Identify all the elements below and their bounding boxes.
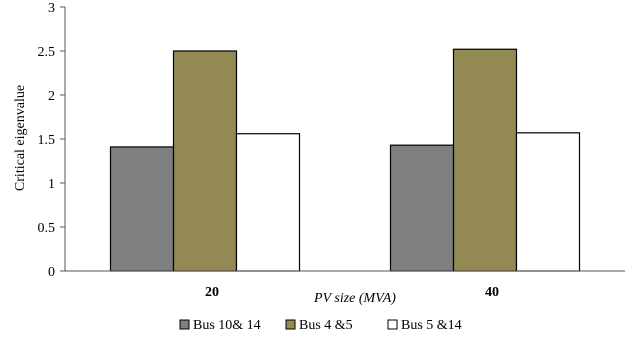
bar-bus-10-14-40	[389, 144, 455, 272]
x-axis: 20 40	[205, 285, 499, 300]
bar-bus-10-14-20	[109, 146, 175, 272]
y-tick-label: 3	[48, 1, 55, 16]
x-tick-label: 40	[485, 285, 499, 300]
bar-bus-5-14-40	[515, 132, 581, 272]
legend: Bus 10& 14 Bus 4 &5 Bus 5 &14	[179, 318, 462, 333]
legend-swatch	[179, 319, 190, 330]
y-axis-title: Critical eigenvalue	[13, 85, 28, 191]
bar-bus-5-14-20	[235, 133, 301, 272]
legend-swatch	[285, 319, 296, 330]
bar-bus-4-5-20	[172, 50, 238, 272]
legend-label: Bus 10& 14	[193, 318, 261, 333]
x-axis-title: PV size (MVA)	[313, 291, 396, 306]
y-axis: 0 0.5 1 1.5 2 2.5 3	[38, 1, 65, 280]
legend-swatch	[387, 319, 398, 330]
x-tick-label: 20	[205, 285, 219, 300]
y-tick-label: 2.5	[38, 45, 56, 60]
y-tick-label: 0.5	[38, 221, 56, 236]
y-tick-label: 2	[48, 89, 55, 104]
axes	[64, 7, 625, 272]
bar-bus-4-5-40	[452, 48, 518, 272]
legend-label: Bus 4 &5	[299, 318, 353, 333]
legend-label: Bus 5 &14	[401, 318, 462, 333]
y-tick-label: 0	[48, 265, 55, 280]
y-tick-label: 1.5	[38, 133, 56, 148]
y-tick-label: 1	[48, 177, 55, 192]
bars	[109, 48, 581, 272]
